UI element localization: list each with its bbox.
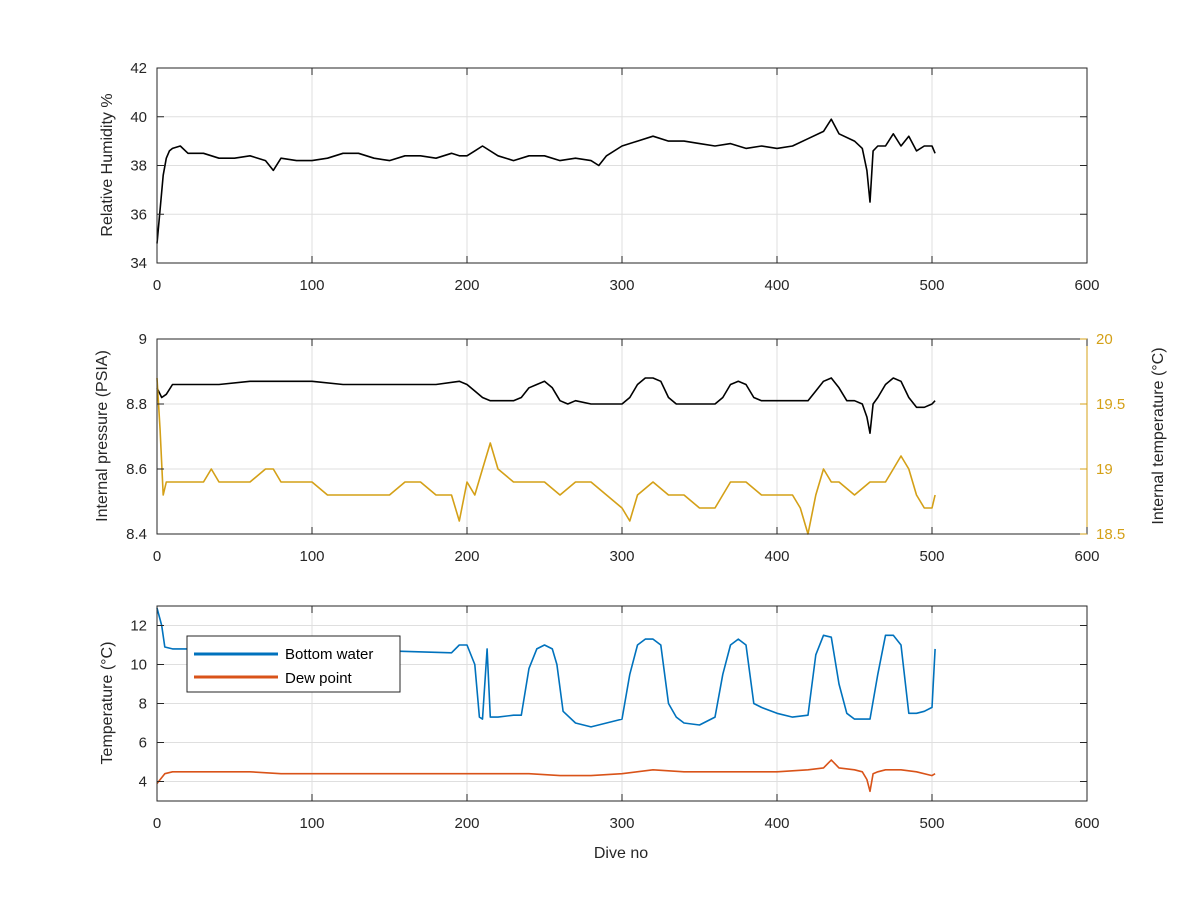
y-tick-label: 8.4 <box>126 526 147 543</box>
y-tick-label: 12 <box>130 618 147 635</box>
humidity-lines <box>156 118 936 244</box>
series-line-series-1 <box>156 377 936 535</box>
humidity-panel: 0 100 200 300 400 500 600 34 36 38 40 42 Relative H… <box>99 60 1100 294</box>
humidity-y-axis-label: Relative Humidity % <box>99 93 116 236</box>
x-tick-label: 600 <box>1074 548 1099 565</box>
y-tick-label: 8.6 <box>126 461 147 478</box>
x-tick-label: 200 <box>454 548 479 565</box>
y-tick-label: 10 <box>130 657 147 674</box>
y2-tick-label: 19 <box>1096 461 1113 478</box>
y-tick-label: 40 <box>130 109 147 126</box>
y-tick-label: 34 <box>130 255 147 272</box>
pressure-y-axis-label: Internal pressure (PSIA) <box>94 350 111 522</box>
series-line-dew-point <box>156 759 936 793</box>
x-tick-label: 300 <box>609 277 634 294</box>
y-tick-label: 6 <box>139 735 147 752</box>
pressure-ticks: 0 100 200 300 400 500 600 8.4 8.6 8.8 9 18.5 19 19.5 2… <box>126 331 1125 565</box>
internal-temperature-y-axis-label: Internal temperature (°C) <box>1150 347 1167 524</box>
x-tick-label: 500 <box>919 815 944 832</box>
temperature-lines <box>156 607 936 793</box>
x-axis-label: Dive no <box>594 845 648 862</box>
x-tick-label: 400 <box>764 815 789 832</box>
y-tick-label: 8 <box>139 696 147 713</box>
y-tick-label: 8.8 <box>126 396 147 413</box>
legend: Bottom water Dew point <box>186 635 401 693</box>
temperature-ticks: 0 100 200 300 400 500 600 4 6 8 10 12 <box>130 606 1100 832</box>
pressure-panel: 0 100 200 300 400 500 600 8.4 8.6 8.8 9 18.5 19 19.5 2… <box>94 331 1167 565</box>
x-tick-label: 0 <box>153 548 161 565</box>
x-tick-label: 400 <box>764 548 789 565</box>
y2-tick-label: 20 <box>1096 331 1113 348</box>
x-tick-label: 300 <box>609 815 634 832</box>
legend-box <box>186 635 401 693</box>
x-tick-label: 400 <box>764 277 789 294</box>
y-tick-label: 9 <box>139 331 147 348</box>
x-tick-label: 200 <box>454 277 479 294</box>
x-tick-label: 0 <box>153 277 161 294</box>
y2-tick-label: 19.5 <box>1096 396 1125 413</box>
y-tick-label: 36 <box>130 206 147 223</box>
legend-label-bottom-water: Bottom water <box>285 646 373 663</box>
y-tick-label: 4 <box>139 774 147 791</box>
y2-tick-label: 18.5 <box>1096 526 1125 543</box>
x-tick-label: 500 <box>919 277 944 294</box>
temperature-panel: 0 100 200 300 400 500 600 4 6 8 10 12 Temperature (… <box>99 605 1100 862</box>
x-tick-label: 100 <box>299 277 324 294</box>
y-tick-label: 42 <box>130 60 147 77</box>
x-tick-label: 500 <box>919 548 944 565</box>
x-tick-label: 600 <box>1074 815 1099 832</box>
y-tick-label: 38 <box>130 158 147 175</box>
x-tick-label: 0 <box>153 815 161 832</box>
pressure-lines <box>156 377 936 535</box>
series-line-series-0 <box>156 377 936 435</box>
legend-label-dew-point: Dew point <box>285 670 353 687</box>
x-tick-label: 600 <box>1074 277 1099 294</box>
series-line-series-0 <box>156 118 936 244</box>
temperature-y-axis-label: Temperature (°C) <box>99 642 116 765</box>
x-tick-label: 100 <box>299 548 324 565</box>
x-tick-label: 200 <box>454 815 479 832</box>
x-tick-label: 100 <box>299 815 324 832</box>
series-line-bottom-water <box>156 607 936 728</box>
humidity-ticks: 0 100 200 300 400 500 600 34 36 38 40 42 <box>130 60 1099 294</box>
x-tick-label: 300 <box>609 548 634 565</box>
